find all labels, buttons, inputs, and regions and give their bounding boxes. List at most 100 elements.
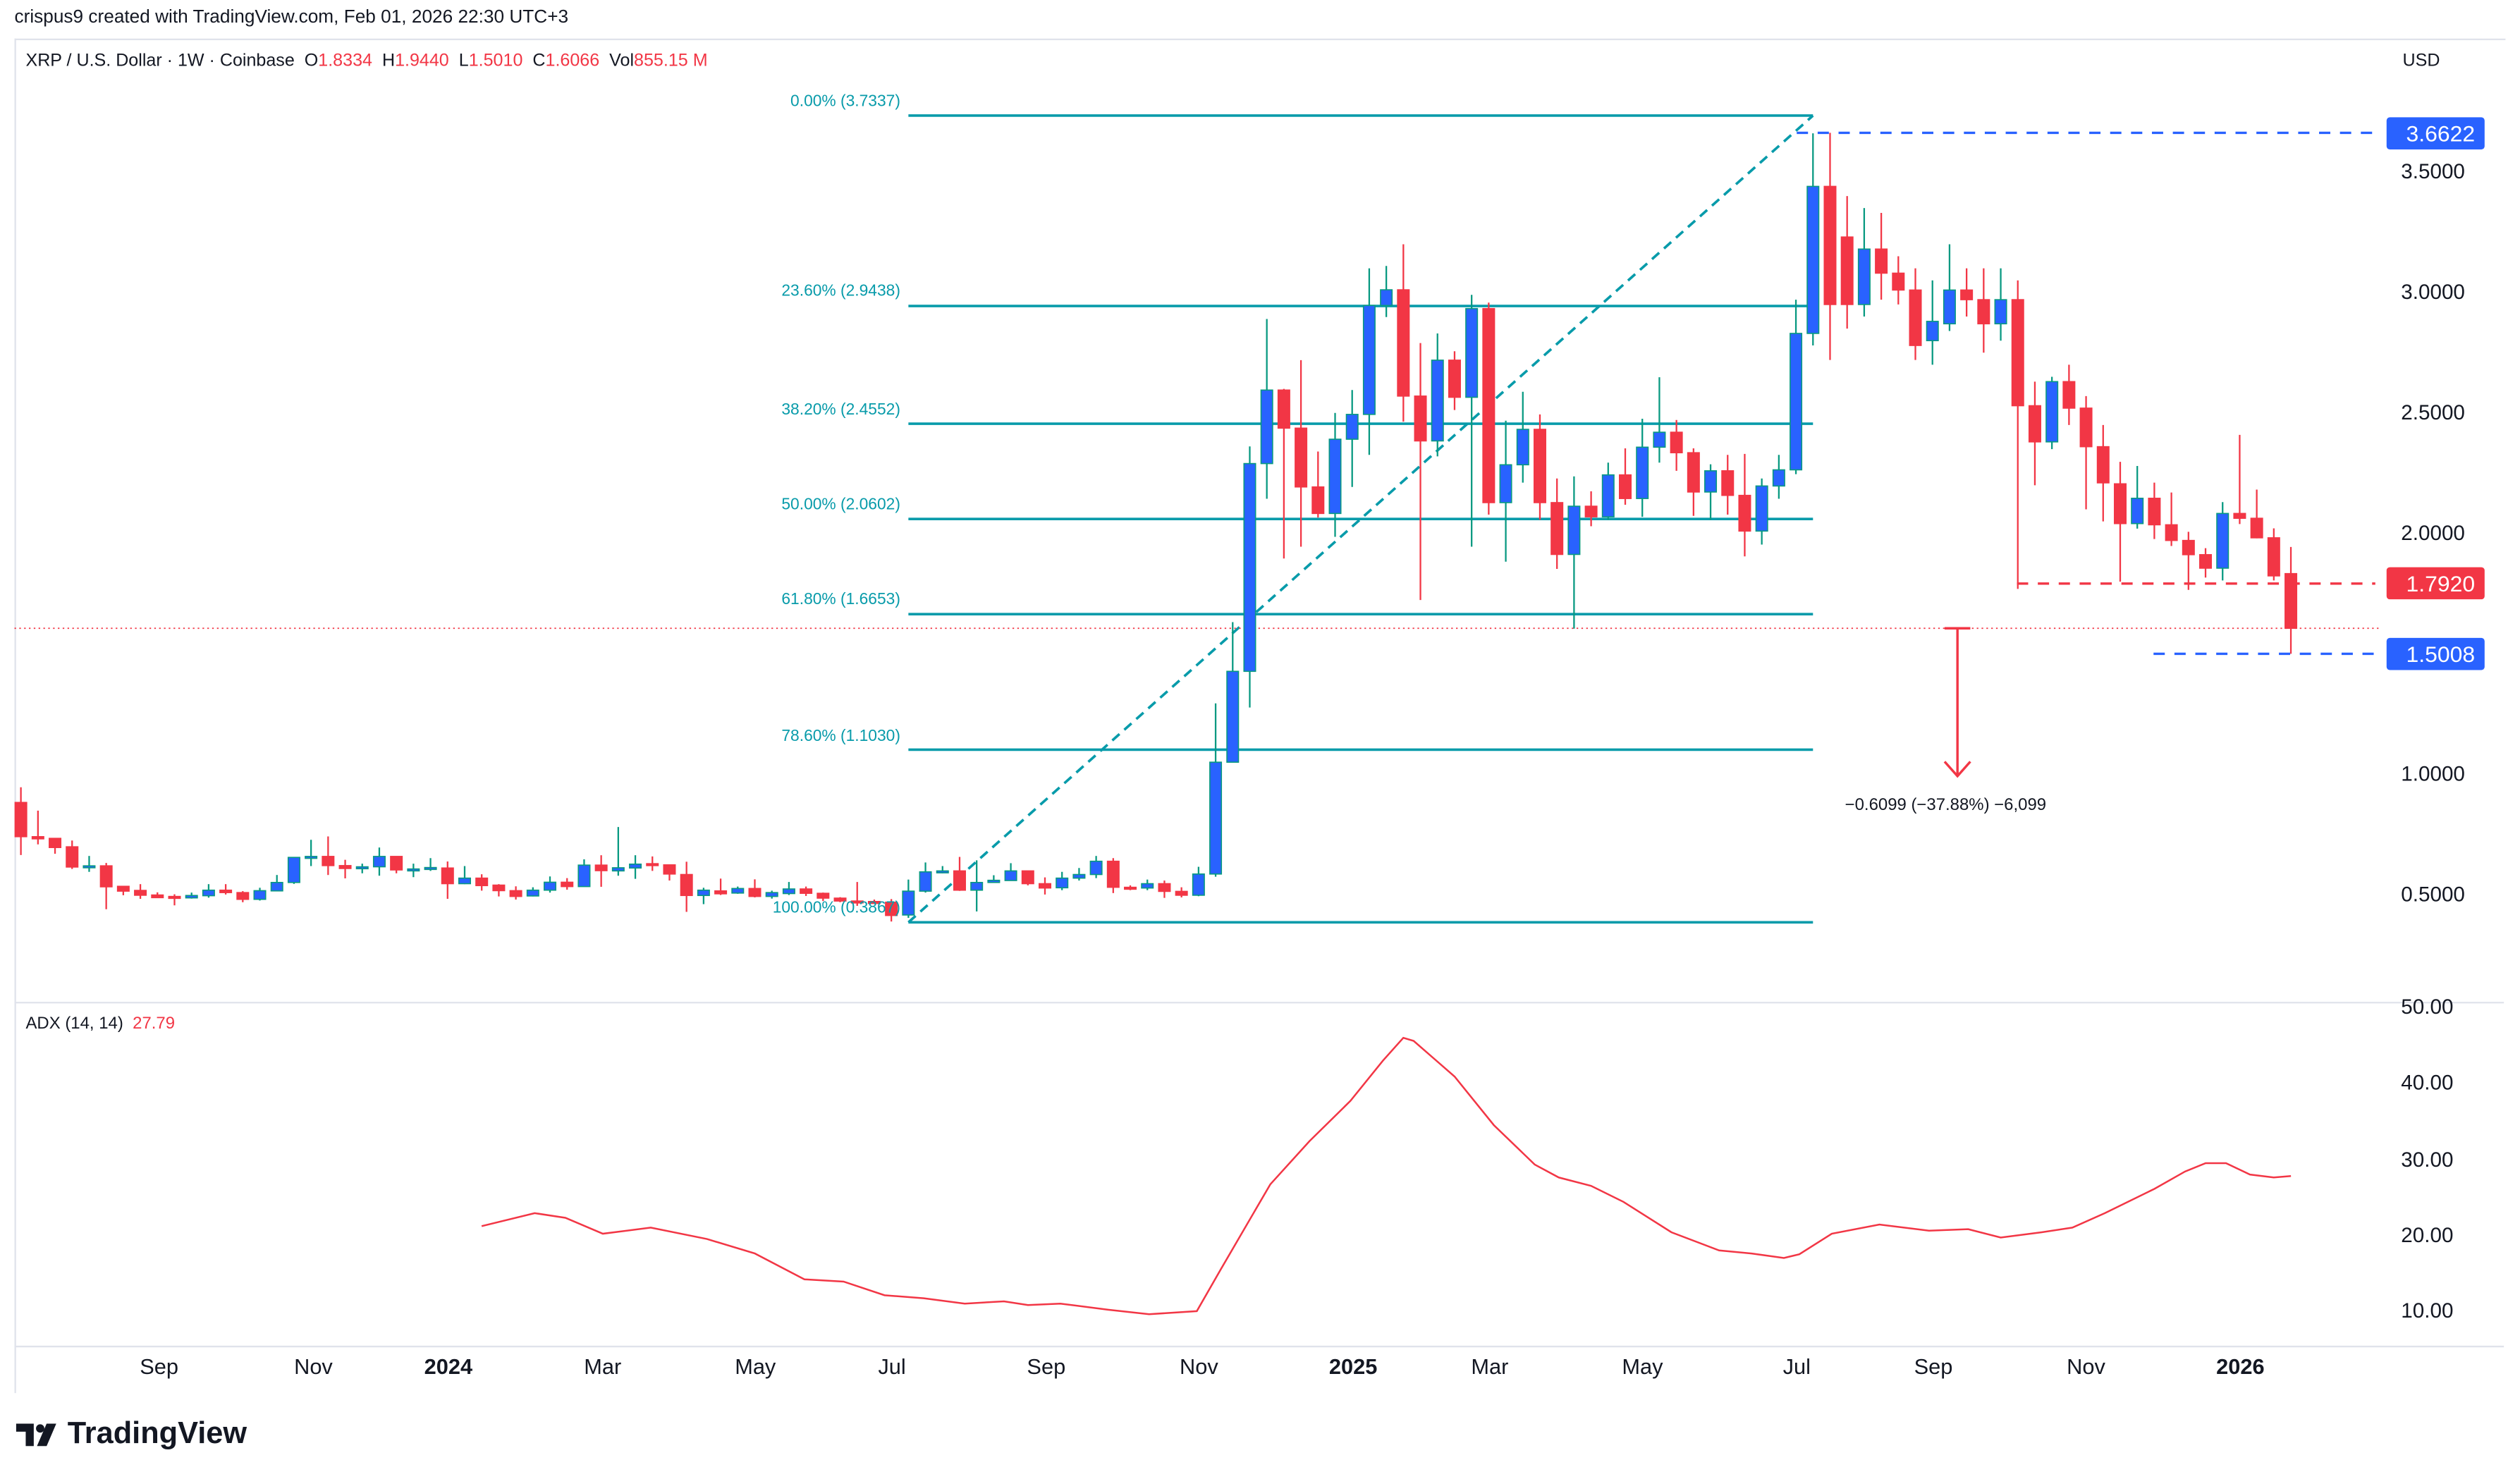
symbol-title[interactable]: XRP / U.S. Dollar · 1W · Coinbase: [25, 51, 295, 71]
candle-up: [253, 888, 267, 901]
candle-body: [1226, 670, 1240, 763]
time-axis-label: Nov: [294, 1354, 333, 1379]
adx-label[interactable]: ADX (14, 14): [25, 1014, 123, 1033]
candle-body: [2165, 524, 2178, 541]
candle-down: [168, 894, 181, 906]
time-axis-label: May: [1622, 1354, 1663, 1379]
volume-label: Vol: [609, 51, 635, 71]
candle-down: [116, 885, 130, 895]
candle-body: [833, 897, 847, 902]
candle-body: [2131, 498, 2144, 524]
candle-body: [2113, 483, 2127, 524]
candle-body: [66, 846, 79, 868]
candle-body: [1619, 474, 1632, 499]
candle-body: [1601, 474, 1615, 517]
candle-body: [1909, 289, 1922, 346]
candle-up: [526, 887, 539, 897]
tradingview-wordmark: TradingView: [67, 1417, 247, 1452]
candle-up: [1380, 266, 1393, 317]
candle-up: [1072, 868, 1086, 881]
candle-body: [2199, 554, 2213, 569]
candle-body: [355, 866, 369, 870]
chart-frame: [14, 38, 2506, 1394]
candle-up: [372, 847, 386, 876]
candle-down: [1295, 360, 1308, 547]
candle-body: [1977, 299, 1990, 325]
candle-body: [714, 890, 728, 895]
candle-up: [1636, 418, 1649, 517]
candle-body: [1926, 321, 1939, 342]
candle-body: [49, 837, 62, 849]
candle-body: [168, 895, 181, 900]
candle-down: [1960, 268, 1974, 317]
candle-up: [697, 888, 710, 904]
candle-body: [1738, 494, 1751, 532]
candle-down: [1584, 491, 1598, 527]
candle-body: [1397, 289, 1410, 397]
adx-value: 27.79: [133, 1014, 176, 1033]
price-tag-high[interactable]: 3.6622: [2386, 116, 2485, 149]
candle-body: [185, 895, 198, 899]
candle-down: [1277, 388, 1290, 559]
candle-body: [202, 889, 215, 897]
candle-body: [919, 871, 932, 892]
time-axis-label: May: [735, 1354, 776, 1379]
candle-up: [765, 890, 778, 899]
tradingview-logo-icon: [16, 1423, 56, 1447]
candle-down: [1738, 453, 1751, 557]
candle-up: [1345, 390, 1359, 487]
candle-body: [236, 892, 250, 900]
candle-up: [1653, 377, 1666, 463]
fib-level-label: 38.20% (2.4552): [781, 401, 900, 419]
candle-down: [2250, 489, 2263, 539]
candle-body: [1994, 299, 2007, 325]
currency-label[interactable]: USD: [2402, 51, 2440, 71]
candle-body: [372, 856, 386, 868]
price-tag-low[interactable]: 1.5008: [2386, 637, 2485, 670]
candle-down: [1397, 244, 1410, 422]
adx-axis-label: 30.00: [2401, 1146, 2454, 1171]
candle-up: [2216, 502, 2230, 581]
high-value: 1.9440: [395, 51, 449, 71]
candle-body: [1857, 248, 1871, 305]
fib-level-label: 78.60% (1.1030): [781, 727, 900, 745]
adx-axis-label: 50.00: [2401, 994, 2454, 1019]
candle-body: [526, 889, 539, 897]
candle-down: [800, 886, 813, 896]
candle-body: [1072, 873, 1086, 879]
candle-body: [936, 870, 949, 873]
candle-up: [287, 857, 300, 884]
tradingview-logo: TradingView: [16, 1417, 247, 1452]
candle-down: [236, 891, 250, 902]
candle-body: [31, 836, 44, 840]
candle-down: [1175, 887, 1188, 897]
price-tag-mid[interactable]: 1.7920: [2386, 567, 2485, 600]
candle-up: [82, 856, 96, 872]
candle-up: [305, 840, 318, 866]
time-axis-label: Sep: [1027, 1354, 1066, 1379]
candle-body: [1295, 427, 1308, 488]
candle-body: [816, 892, 830, 899]
candle-body: [134, 890, 147, 896]
candle-up: [1328, 412, 1342, 537]
candle-up: [270, 875, 283, 892]
candle-body: [1533, 429, 1546, 503]
candle-body: [1840, 236, 1854, 305]
candle-body: [509, 890, 522, 897]
candle-down: [219, 884, 233, 895]
candle-body: [1328, 438, 1342, 515]
candle-down: [441, 861, 454, 900]
adx-axis-label: 10.00: [2401, 1298, 2454, 1322]
candle-body: [151, 894, 164, 899]
candle-body: [305, 856, 318, 859]
candle-down: [66, 840, 79, 869]
candle-up: [1243, 446, 1256, 708]
adx-axis-label: 40.00: [2401, 1070, 2454, 1095]
candle-body: [1636, 446, 1649, 499]
time-axis-label: Nov: [1179, 1354, 1218, 1379]
candle-down: [714, 878, 728, 895]
candle-down: [1158, 880, 1171, 898]
candle-down: [1533, 414, 1546, 520]
